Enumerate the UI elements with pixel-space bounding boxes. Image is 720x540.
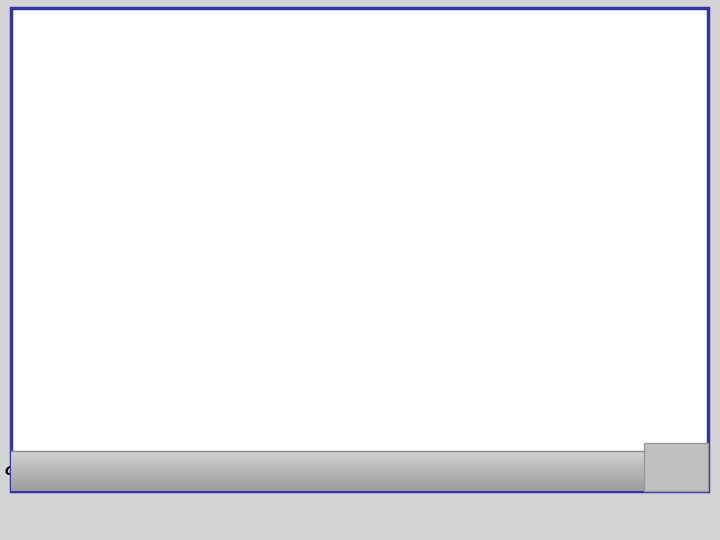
Text: are not preserved in γ.: are not preserved in γ. [54,426,269,444]
Wedge shape [658,458,691,470]
Circle shape [679,455,691,464]
Text: How can AB → C be enforced without joining the two: How can AB → C be enforced without joini… [54,345,557,363]
Text: Example: Example [54,74,143,93]
Text: R = (A, B, C): R = (A, B, C) [101,123,232,142]
Circle shape [681,456,685,460]
Text: COP 4710: Database Systems  (Chapter 19): COP 4710: Database Systems (Chapter 19) [5,464,312,478]
Text: γ = {(B, C), (A, C)}: γ = {(B, C), (A, C)} [101,228,298,247]
Text: Mark Llewellyn: Mark Llewellyn [494,464,600,478]
Circle shape [651,451,699,485]
Text: F = {AB → C, C → A}: F = {AB → C, C → A} [101,177,316,196]
Text: relation schemas in γ?  Answer, it can’t, therefore the fds: relation schemas in γ? Answer, it can’t,… [54,385,596,403]
Text: Page 30: Page 30 [346,464,402,478]
Text: Clearly C → A can be enforced on schema (A, C).: Clearly C → A can be enforced on schema … [54,299,514,317]
Text: Preservation of the Functional Dependencies: Preservation of the Functional Dependenc… [27,23,693,48]
Wedge shape [662,466,688,476]
